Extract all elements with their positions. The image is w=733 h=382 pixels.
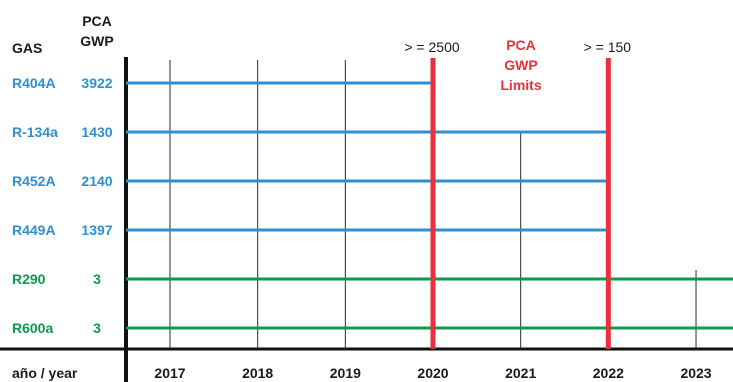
gas-labels: R404A 3922 R-134a 1430 R452A 2140 R449A 1397 R29… — [12, 75, 113, 336]
year-tick-labels: 2017 2018 2019 2020 2021 2022 2023 — [154, 365, 711, 381]
gas-name-r-134a: R-134a — [12, 124, 58, 140]
limit-label-2022: > = 150 — [584, 39, 632, 55]
year-tick-2021: 2021 — [505, 365, 536, 381]
gas-name-r600a: R600a — [12, 320, 53, 336]
gas-gwp-r-134a: 1430 — [81, 124, 112, 140]
gas-name-r452a: R452A — [12, 173, 56, 189]
gas-name-r290: R290 — [12, 271, 46, 287]
year-tick-2023: 2023 — [680, 365, 711, 381]
gas-name-r404a: R404A — [12, 75, 56, 91]
gas-gwp-r452a: 2140 — [81, 173, 112, 189]
year-tick-2019: 2019 — [330, 365, 361, 381]
pca-column-header: PCA — [82, 13, 112, 29]
limits-title-line2: GWP — [504, 57, 537, 73]
gas-gwp-r449a: 1397 — [81, 222, 112, 238]
year-tick-2022: 2022 — [593, 365, 624, 381]
gas-gwp-r290: 3 — [93, 271, 101, 287]
year-axis-label: año / year — [12, 365, 78, 381]
year-tick-2020: 2020 — [417, 365, 448, 381]
gas-gwp-r600a: 3 — [93, 320, 101, 336]
gas-gwp-r404a: 3922 — [81, 75, 112, 91]
gas-name-r449a: R449A — [12, 222, 56, 238]
gwp-limit-lines: > = 2500 > = 150 — [404, 39, 631, 349]
gas-column-header: GAS — [12, 40, 42, 56]
year-gridlines — [169, 60, 697, 349]
year-tick-2017: 2017 — [154, 365, 185, 381]
limits-title-line3: Limits — [500, 77, 541, 93]
gwp-column-header: GWP — [80, 33, 113, 49]
limits-title-line1: PCA — [506, 37, 536, 53]
limit-label-2020: > = 2500 — [404, 39, 459, 55]
year-tick-2018: 2018 — [242, 365, 273, 381]
gas-phaseout-bars — [126, 81, 733, 330]
